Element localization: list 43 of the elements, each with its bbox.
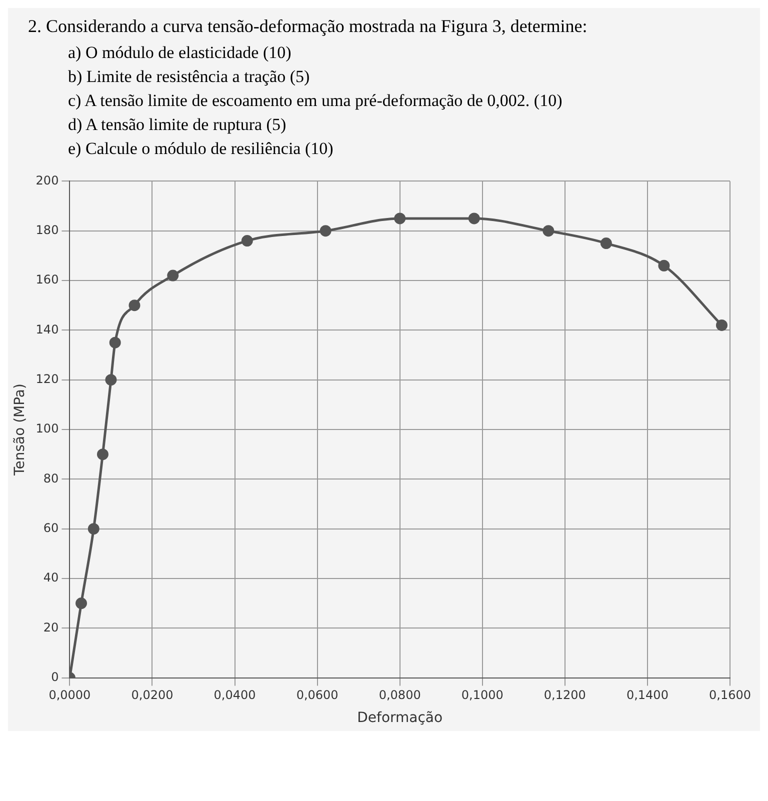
x-tick-label: 0,0400 [214, 688, 256, 702]
point [542, 225, 554, 237]
y-tick-label: 0 [51, 670, 59, 684]
x-tick-label: 0,1000 [461, 688, 504, 702]
text: c) A tensão limite de escoamento em uma pré-deformação de 0,002. (10) [67, 90, 564, 112]
point [76, 598, 88, 610]
x-tick-label: 0,0800 [378, 688, 421, 702]
y-tick-label: 180 [36, 222, 59, 237]
point [96, 448, 108, 460]
y-tick-label: 140 [36, 322, 59, 336]
y-tick-label: 120 [36, 372, 59, 386]
point [128, 300, 140, 312]
point [394, 212, 406, 224]
y-tick-label: 200 [36, 173, 59, 188]
y-axis-title: Tensão (MPa) [12, 384, 28, 476]
text: e) Calcule o módulo de resiliência (10) [67, 138, 334, 160]
point [658, 260, 670, 272]
text: d) A tensão limite de ruptura (5) [67, 114, 288, 136]
point [468, 212, 480, 224]
text: a) O módulo de elasticidade (10) [67, 42, 292, 64]
text: b) Limite de resistência a tração (5) [67, 66, 311, 88]
y-tick-label: 160 [36, 272, 59, 287]
point [109, 336, 121, 348]
x-axis-title: Deformação [357, 710, 443, 726]
point [716, 319, 728, 331]
chart-title: 2. Considerando a curva tensão-deformação mostrada na Figura 3, determine: [27, 15, 588, 38]
x-tick-label: 0,1200 [544, 688, 586, 702]
y-tick-label: 20 [43, 620, 59, 634]
x-tick-label: 0,0200 [131, 688, 174, 702]
point [105, 374, 117, 386]
point [320, 225, 332, 237]
point [167, 270, 179, 282]
x-tick-label: 0,0000 [48, 688, 91, 702]
x-tick-label: 0,1600 [709, 688, 751, 702]
point [241, 235, 253, 247]
x-tick-label: 0,0600 [296, 688, 338, 702]
y-tick-label: 40 [43, 570, 59, 585]
x-tick-label: 0,1400 [626, 688, 668, 702]
point [88, 523, 100, 535]
point [600, 238, 612, 250]
y-tick-label: 60 [43, 520, 59, 535]
y-tick-label: 80 [43, 471, 59, 486]
y-tick-label: 100 [36, 422, 59, 436]
